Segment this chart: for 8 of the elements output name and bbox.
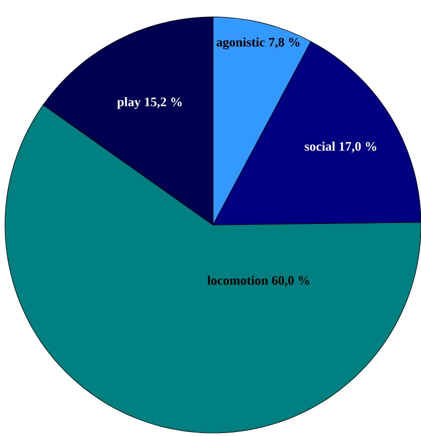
data-label: 15,2 % (144, 98, 182, 108)
slice-label: locomotion (207, 276, 268, 285)
data-label: 7,8 % (268, 38, 300, 48)
data-label: 17,0 % (339, 142, 376, 153)
data-label: 60,0 % (272, 276, 310, 287)
slice-label: social (304, 142, 336, 151)
slice-label: agonistic (216, 37, 265, 50)
slice-label: play (117, 97, 140, 109)
